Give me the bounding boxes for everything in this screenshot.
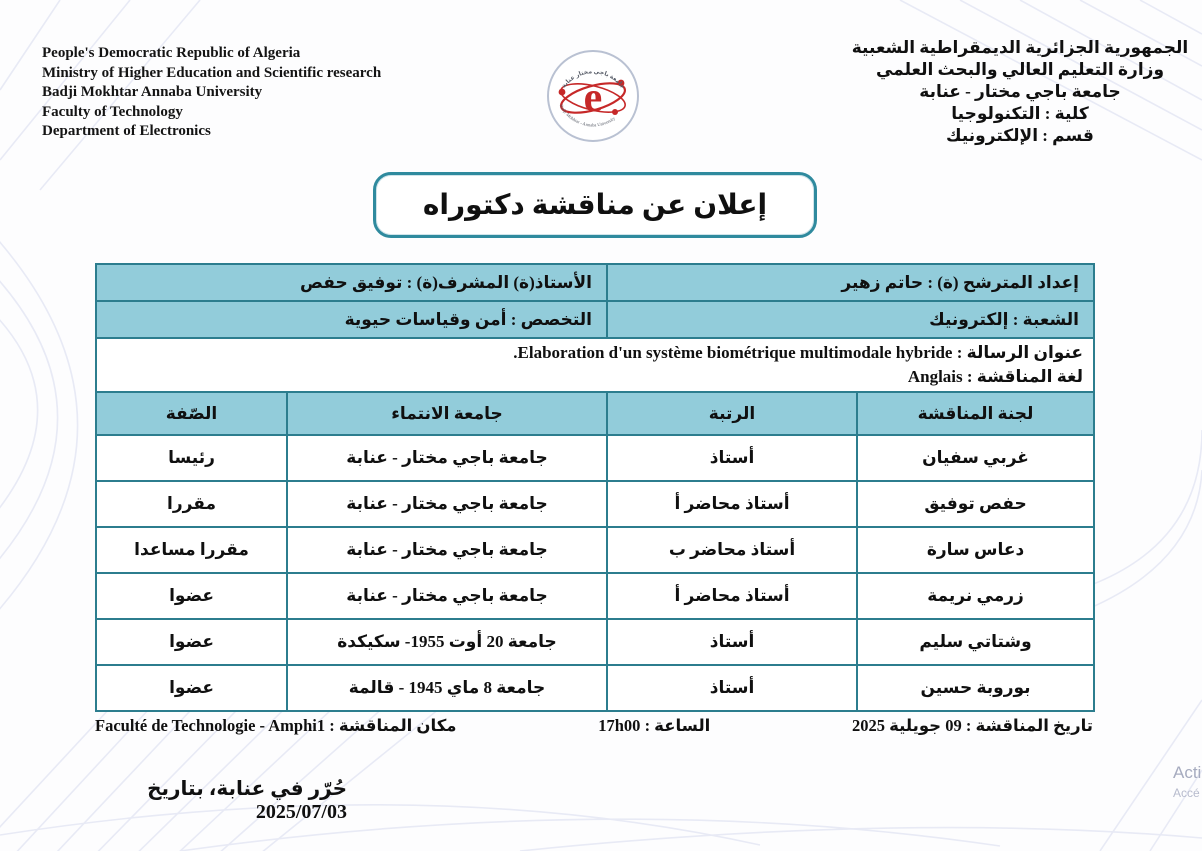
header-committee: لجنة المناقشة [856, 391, 1096, 436]
country-line-en: People's Democratic Republic of Algeria [42, 45, 301, 61]
member-role: مقررا مساعدا [94, 526, 289, 574]
defense-date: تاريخ المناقشة : 09 جويلية 2025 [852, 716, 1093, 735]
header-role: الصّفة [94, 391, 289, 436]
member-name: غربي سفيان [856, 434, 1096, 482]
member-role: مقررا [94, 480, 289, 528]
committee-row: حفص توفيق أستاذ محاضر أ جامعة باجي مختار… [94, 480, 1096, 528]
candidate-cell: إعداد المترشح (ة) : حاتم زهير [606, 263, 1096, 302]
member-role: عضوا [94, 572, 289, 620]
ministry-line-en: Ministry of Higher Education and Scienti… [42, 64, 382, 81]
supervisor-cell: الأستاذ(ة) المشرف(ة) : توفيق حفص [94, 263, 609, 302]
member-rank: أستاذ [606, 664, 859, 712]
committee-row: وشتاتي سليم أستاذ جامعة 20 أوت 1955- سكي… [94, 618, 1096, 666]
member-rank: أستاذ [606, 434, 859, 482]
member-university: جامعة باجي مختار - عنابة [286, 480, 609, 528]
watermark-line-1: Acti [1173, 763, 1202, 782]
member-university: جامعة باجي مختار - عنابة [286, 434, 609, 482]
branch-cell: الشعبة : إلكترونيك [606, 300, 1096, 339]
defense-place: مكان المناقشة : Faculté de Technologie -… [95, 716, 457, 735]
announcement-title: إعلان عن مناقشة دكتوراه [422, 190, 768, 221]
defense-time: الساعة : 17h00 [598, 716, 711, 735]
member-rank: أستاذ [606, 618, 859, 666]
arabic-header-block: الجمهورية الجزائرية الديمقراطية الشعبية … [845, 37, 1195, 147]
university-line-ar: جامعة باجي مختار - عنابة [919, 82, 1121, 101]
member-rank: أستاذ محاضر ب [606, 526, 859, 574]
member-rank: أستاذ محاضر أ [606, 480, 859, 528]
member-name: زرمي نريمة [856, 572, 1096, 620]
member-university: جامعة باجي مختار - عنابة [286, 526, 609, 574]
member-name: بوروبة حسين [856, 664, 1096, 712]
thesis-cell: عنوان الرسالة : Elaboration d'un système… [94, 337, 1096, 393]
defense-language-line: لغة المناقشة : Anglais [907, 367, 1084, 386]
logo-orbit-1 [560, 82, 626, 114]
faculty-line-ar: كلية : التكنولوجيا [951, 104, 1089, 123]
logo-e-glyph: e [584, 75, 603, 121]
country-line-ar: الجمهورية الجزائرية الديمقراطية الشعبية [851, 38, 1189, 57]
department-line-en: Department of Electronics [42, 123, 211, 139]
ministry-line-ar: وزارة التعليم العالي والبحث العلمي [875, 60, 1165, 79]
member-name: حفص توفيق [856, 480, 1096, 528]
announcement-title-box: إعلان عن مناقشة دكتوراه [373, 172, 817, 238]
member-name: دعاس سارة [856, 526, 1096, 574]
thesis-title-line: عنوان الرسالة : Elaboration d'un système… [513, 343, 1084, 362]
member-name: وشتاتي سليم [856, 618, 1096, 666]
university-logo: e جامعة باجي مختار عنابة Badji Mokhtar -… [545, 48, 641, 144]
member-university: جامعة باجي مختار - عنابة [286, 572, 609, 620]
university-line-en: Badji Mokhtar Annaba University [42, 84, 263, 100]
committee-row: بوروبة حسين أستاذ جامعة 8 ماي 1945 - قال… [94, 664, 1096, 712]
specialty-cell: التخصص : أمن وقياسات حيوية [94, 300, 609, 339]
header-rank: الرتبة [606, 391, 859, 436]
defense-logistics-row: تاريخ المناقشة : 09 جويلية 2025 الساعة :… [95, 716, 1093, 736]
committee-row: غربي سفيان أستاذ جامعة باجي مختار - عناب… [94, 434, 1096, 482]
committee-row: دعاس سارة أستاذ محاضر ب جامعة باجي مختار… [94, 526, 1096, 574]
member-university: جامعة 8 ماي 1945 - قالمة [286, 664, 609, 712]
header-university: جامعة الانتماء [286, 391, 609, 436]
member-university: جامعة 20 أوت 1955- سكيكدة [286, 618, 609, 666]
watermark-line-2: Accé [1173, 786, 1200, 800]
department-line-ar: قسم : الإلكترونيك [946, 126, 1094, 145]
member-role: عضوا [94, 618, 289, 666]
faculty-line-en: Faculty of Technology [42, 103, 183, 120]
english-header-block: People's Democratic Republic of Algeria … [42, 44, 381, 142]
member-rank: أستاذ محاضر أ [606, 572, 859, 620]
committee-row: زرمي نريمة أستاذ محاضر أ جامعة باجي مختا… [94, 572, 1096, 620]
windows-activation-watermark: Acti Accé [1173, 762, 1201, 804]
member-role: عضوا [94, 664, 289, 712]
defense-table: إعداد المترشح (ة) : حاتم زهير الأستاذ(ة)… [94, 263, 1096, 712]
member-role: رئيسا [94, 434, 289, 482]
issued-line: حُرّر في عنابة، بتاريخ 2025/07/03 [147, 778, 347, 823]
